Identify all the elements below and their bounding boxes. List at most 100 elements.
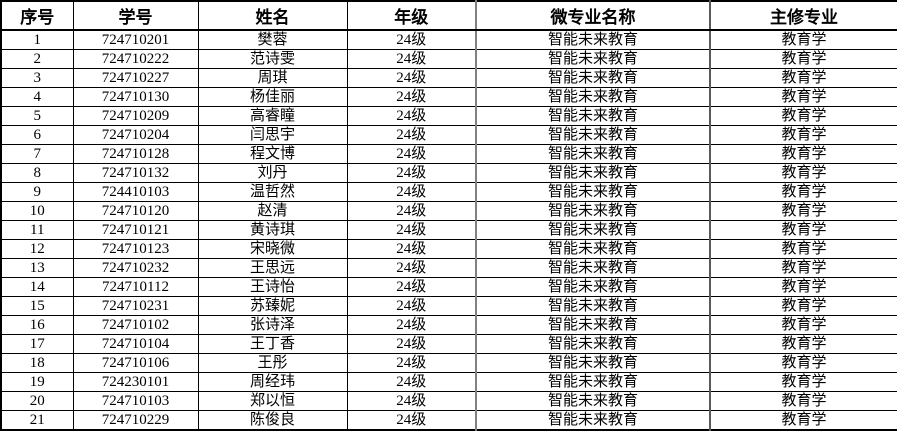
cell-student-id: 724710227 — [72, 68, 199, 88]
cell-grade: 24级 — [346, 296, 477, 316]
cell-index: 21 — [0, 410, 74, 431]
cell-student-id: 724410103 — [72, 182, 199, 202]
cell-index: 18 — [0, 353, 74, 373]
cell-index: 11 — [0, 220, 74, 240]
cell-major: 教育学 — [709, 334, 897, 354]
cell-student-id: 724710121 — [72, 220, 199, 240]
cell-micro-major: 智能未来教育 — [475, 144, 711, 164]
cell-grade: 24级 — [346, 258, 477, 278]
table-row: 17 724710104 王丁香 24级 智能未来教育 教育学 — [0, 334, 897, 354]
cell-name: 郑以恒 — [197, 391, 348, 411]
table-row: 11 724710121 黄诗琪 24级 智能未来教育 教育学 — [0, 220, 897, 240]
cell-grade: 24级 — [346, 353, 477, 373]
cell-name: 王诗怡 — [197, 277, 348, 297]
cell-name: 温哲然 — [197, 182, 348, 202]
cell-name: 周经玮 — [197, 372, 348, 392]
cell-grade: 24级 — [346, 106, 477, 126]
cell-student-id: 724710103 — [72, 391, 199, 411]
cell-name: 陈俊良 — [197, 410, 348, 431]
cell-name: 范诗雯 — [197, 49, 348, 69]
cell-micro-major: 智能未来教育 — [475, 277, 711, 297]
column-header-name: 姓名 — [197, 0, 348, 31]
cell-student-id: 724710132 — [72, 163, 199, 183]
table-row: 5 724710209 高睿瞳 24级 智能未来教育 教育学 — [0, 106, 897, 126]
header-row: 序号 学号 姓名 年级 微专业名称 主修专业 — [0, 0, 897, 31]
cell-micro-major: 智能未来教育 — [475, 220, 711, 240]
cell-name: 王思远 — [197, 258, 348, 278]
table-row: 1 724710201 樊蓉 24级 智能未来教育 教育学 — [0, 29, 897, 50]
cell-index: 8 — [0, 163, 74, 183]
cell-index: 10 — [0, 201, 74, 221]
cell-micro-major: 智能未来教育 — [475, 372, 711, 392]
cell-name: 周琪 — [197, 68, 348, 88]
cell-grade: 24级 — [346, 391, 477, 411]
cell-micro-major: 智能未来教育 — [475, 315, 711, 335]
table-row: 8 724710132 刘丹 24级 智能未来教育 教育学 — [0, 163, 897, 183]
table-row: 4 724710130 杨佳丽 24级 智能未来教育 教育学 — [0, 87, 897, 107]
cell-student-id: 724710201 — [72, 29, 199, 50]
cell-name: 王彤 — [197, 353, 348, 373]
cell-index: 1 — [0, 29, 74, 50]
cell-grade: 24级 — [346, 239, 477, 259]
table-row: 14 724710112 王诗怡 24级 智能未来教育 教育学 — [0, 277, 897, 297]
table-row: 6 724710204 闫思宇 24级 智能未来教育 教育学 — [0, 125, 897, 145]
cell-grade: 24级 — [346, 163, 477, 183]
cell-major: 教育学 — [709, 353, 897, 373]
cell-major: 教育学 — [709, 296, 897, 316]
cell-name: 宋晓微 — [197, 239, 348, 259]
cell-grade: 24级 — [346, 49, 477, 69]
column-header-grade: 年级 — [346, 0, 477, 31]
table-row: 15 724710231 苏臻妮 24级 智能未来教育 教育学 — [0, 296, 897, 316]
cell-name: 赵清 — [197, 201, 348, 221]
column-header-micro_major: 微专业名称 — [475, 0, 711, 31]
cell-micro-major: 智能未来教育 — [475, 29, 711, 50]
cell-name: 闫思宇 — [197, 125, 348, 145]
cell-index: 4 — [0, 87, 74, 107]
cell-micro-major: 智能未来教育 — [475, 201, 711, 221]
cell-index: 14 — [0, 277, 74, 297]
cell-major: 教育学 — [709, 201, 897, 221]
cell-student-id: 724710231 — [72, 296, 199, 316]
table-row: 21 724710229 陈俊良 24级 智能未来教育 教育学 — [0, 410, 897, 431]
table-row: 13 724710232 王思远 24级 智能未来教育 教育学 — [0, 258, 897, 278]
cell-grade: 24级 — [346, 68, 477, 88]
cell-micro-major: 智能未来教育 — [475, 163, 711, 183]
cell-grade: 24级 — [346, 87, 477, 107]
cell-major: 教育学 — [709, 277, 897, 297]
cell-name: 刘丹 — [197, 163, 348, 183]
cell-major: 教育学 — [709, 87, 897, 107]
cell-student-id: 724710120 — [72, 201, 199, 221]
table-row: 12 724710123 宋晓微 24级 智能未来教育 教育学 — [0, 239, 897, 259]
cell-index: 13 — [0, 258, 74, 278]
cell-index: 19 — [0, 372, 74, 392]
cell-micro-major: 智能未来教育 — [475, 334, 711, 354]
cell-name: 苏臻妮 — [197, 296, 348, 316]
cell-micro-major: 智能未来教育 — [475, 353, 711, 373]
table-row: 18 724710106 王彤 24级 智能未来教育 教育学 — [0, 353, 897, 373]
cell-index: 15 — [0, 296, 74, 316]
cell-index: 7 — [0, 144, 74, 164]
cell-major: 教育学 — [709, 49, 897, 69]
cell-index: 9 — [0, 182, 74, 202]
cell-grade: 24级 — [346, 410, 477, 431]
cell-micro-major: 智能未来教育 — [475, 410, 711, 431]
cell-major: 教育学 — [709, 68, 897, 88]
cell-micro-major: 智能未来教育 — [475, 296, 711, 316]
cell-grade: 24级 — [346, 125, 477, 145]
cell-micro-major: 智能未来教育 — [475, 182, 711, 202]
cell-micro-major: 智能未来教育 — [475, 125, 711, 145]
cell-student-id: 724710204 — [72, 125, 199, 145]
cell-major: 教育学 — [709, 144, 897, 164]
cell-major: 教育学 — [709, 125, 897, 145]
cell-student-id: 724230101 — [72, 372, 199, 392]
table-row: 7 724710128 程文博 24级 智能未来教育 教育学 — [0, 144, 897, 164]
cell-student-id: 724710104 — [72, 334, 199, 354]
table-body: 1 724710201 樊蓉 24级 智能未来教育 教育学 2 724710222 范诗雯 24级… — [0, 29, 897, 431]
cell-major: 教育学 — [709, 372, 897, 392]
cell-student-id: 724710128 — [72, 144, 199, 164]
cell-major: 教育学 — [709, 106, 897, 126]
table-header: 序号 学号 姓名 年级 微专业名称 主修专业 — [0, 0, 897, 31]
column-header-student_id: 学号 — [72, 0, 199, 31]
cell-student-id: 724710106 — [72, 353, 199, 373]
cell-micro-major: 智能未来教育 — [475, 49, 711, 69]
